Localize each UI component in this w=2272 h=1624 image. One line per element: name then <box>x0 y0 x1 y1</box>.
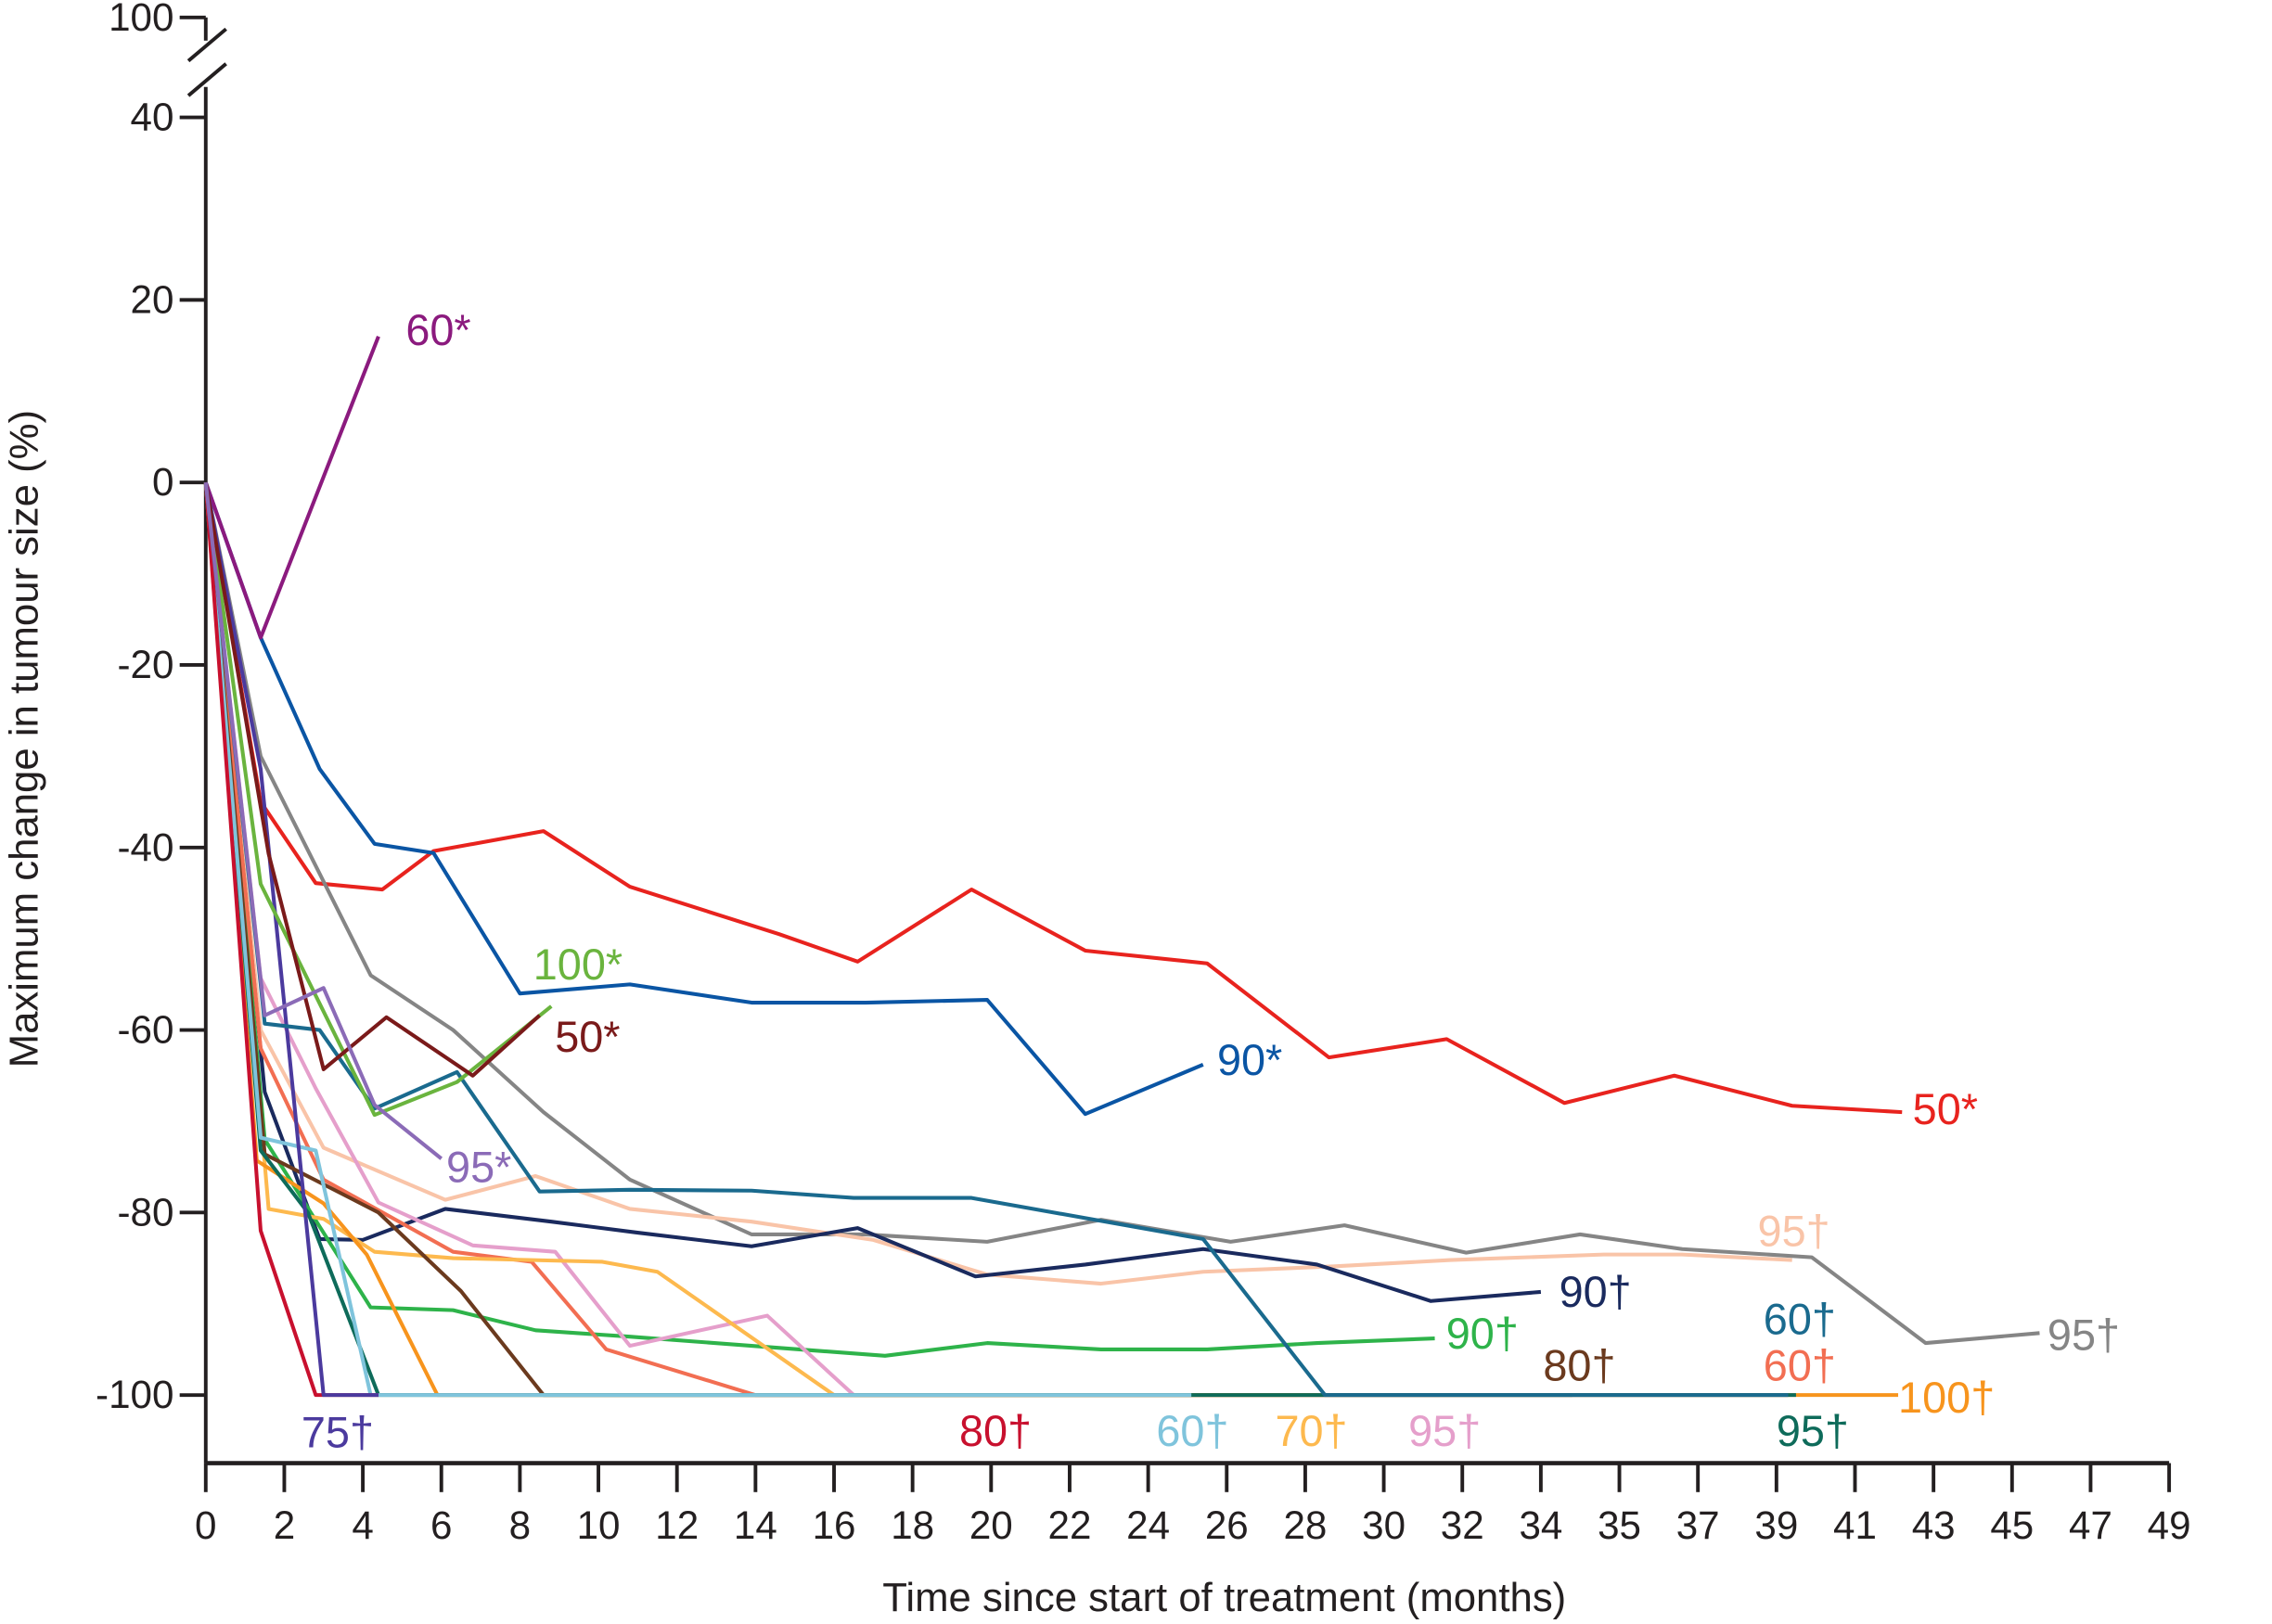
series-line <box>203 481 443 1160</box>
series-end-label: 95† <box>2047 1311 2120 1360</box>
series-line <box>203 481 1789 1398</box>
series-end-label: 95* <box>446 1144 511 1192</box>
x-tick-label: 45 <box>1990 1503 2034 1547</box>
series-end-label: 100* <box>533 940 623 989</box>
series-line <box>203 481 1204 1117</box>
x-tick-label: 34 <box>1519 1503 1562 1547</box>
series-end-label: 70† <box>1275 1407 1347 1455</box>
series-end-label: 95† <box>1408 1407 1481 1455</box>
series-line <box>203 481 1789 1398</box>
series-end-label: 60† <box>1764 1342 1836 1390</box>
series-line <box>203 481 379 1398</box>
y-tick-label: -80 <box>117 1190 173 1234</box>
axis-break-mark <box>186 62 227 97</box>
y-tick-label: -20 <box>117 643 173 686</box>
series-labels: 60* 90* 50* 95† 100* 50* 95* 60† 90† 95† 95† 60† 100… <box>302 306 2120 1457</box>
x-tick-label: 12 <box>655 1503 699 1547</box>
x-tick-label: 32 <box>1441 1503 1484 1547</box>
series-end-label: 95† <box>1758 1207 1830 1255</box>
x-tick-label: 14 <box>734 1503 777 1547</box>
series-end-label: 80† <box>959 1407 1032 1455</box>
y-tick-label: 40 <box>131 96 174 139</box>
series-line <box>203 481 1435 1358</box>
x-tick-label: 20 <box>969 1503 1013 1547</box>
series-end-label: 50* <box>555 1013 620 1061</box>
series-lines <box>203 336 2040 1398</box>
series-end-label: 60† <box>1156 1407 1228 1455</box>
x-tick-label: 6 <box>430 1503 452 1547</box>
axis-break-mark <box>186 27 227 63</box>
x-tick-label: 2 <box>274 1503 295 1547</box>
series-line <box>203 481 1572 1398</box>
x-tick-label: 37 <box>1676 1503 1720 1547</box>
x-tick-label: 39 <box>1754 1503 1798 1547</box>
series-end-label: 90† <box>1560 1268 1632 1316</box>
series-end-label: 60† <box>1764 1296 1836 1344</box>
x-axis-title: Time since start of treatment (months) <box>882 1575 1566 1620</box>
x-tick-label: 18 <box>891 1503 934 1547</box>
x-tick-label: 4 <box>352 1503 373 1547</box>
x-tick-label: 22 <box>1048 1503 1092 1547</box>
series-line <box>203 481 1903 1115</box>
y-tick-label: -60 <box>117 1008 173 1052</box>
series-line <box>203 336 380 640</box>
series-end-label: 75† <box>302 1408 374 1456</box>
x-tick-label: 28 <box>1283 1503 1327 1547</box>
series-end-label: 100† <box>1898 1374 1995 1422</box>
x-tick-label: 43 <box>1912 1503 1956 1547</box>
x-tick-label: 16 <box>813 1503 856 1547</box>
series-end-label: 90† <box>1446 1310 1519 1358</box>
series-line <box>203 481 1542 1303</box>
x-tick-label: 41 <box>1833 1503 1877 1547</box>
y-tick-label: 100 <box>109 0 173 39</box>
x-tick-label: 10 <box>577 1503 621 1547</box>
y-tick-label: -40 <box>117 825 173 869</box>
series-line <box>203 481 553 1118</box>
series-line <box>203 482 1298 1398</box>
x-tick-label: 0 <box>195 1503 216 1547</box>
series-end-label: 90* <box>1217 1036 1282 1084</box>
series-line <box>203 482 1192 1398</box>
x-tick-label: 47 <box>2069 1503 2112 1547</box>
series-end-label: 50* <box>1913 1085 1978 1133</box>
x-tick-label: 30 <box>1362 1503 1406 1547</box>
y-tick-label: 20 <box>131 277 174 321</box>
series-line <box>203 481 541 1078</box>
x-tick-label: 24 <box>1126 1503 1170 1547</box>
x-tick-label: 26 <box>1205 1503 1249 1547</box>
x-tick-label: 49 <box>2148 1503 2191 1547</box>
x-tick-label: 8 <box>509 1503 531 1547</box>
series-end-label: 60* <box>405 306 470 354</box>
series-line <box>203 481 1792 1286</box>
series-line <box>203 481 2040 1346</box>
series-end-label: 95† <box>1777 1407 1849 1455</box>
y-tick-label: -100 <box>96 1373 173 1416</box>
series-line <box>203 481 1439 1398</box>
series-end-label: 80† <box>1543 1342 1615 1390</box>
y-axis-title: Maximum change in tumour size (%) <box>2 410 47 1068</box>
x-tick-label: 35 <box>1598 1503 1641 1547</box>
y-tick-label: 0 <box>152 460 173 504</box>
